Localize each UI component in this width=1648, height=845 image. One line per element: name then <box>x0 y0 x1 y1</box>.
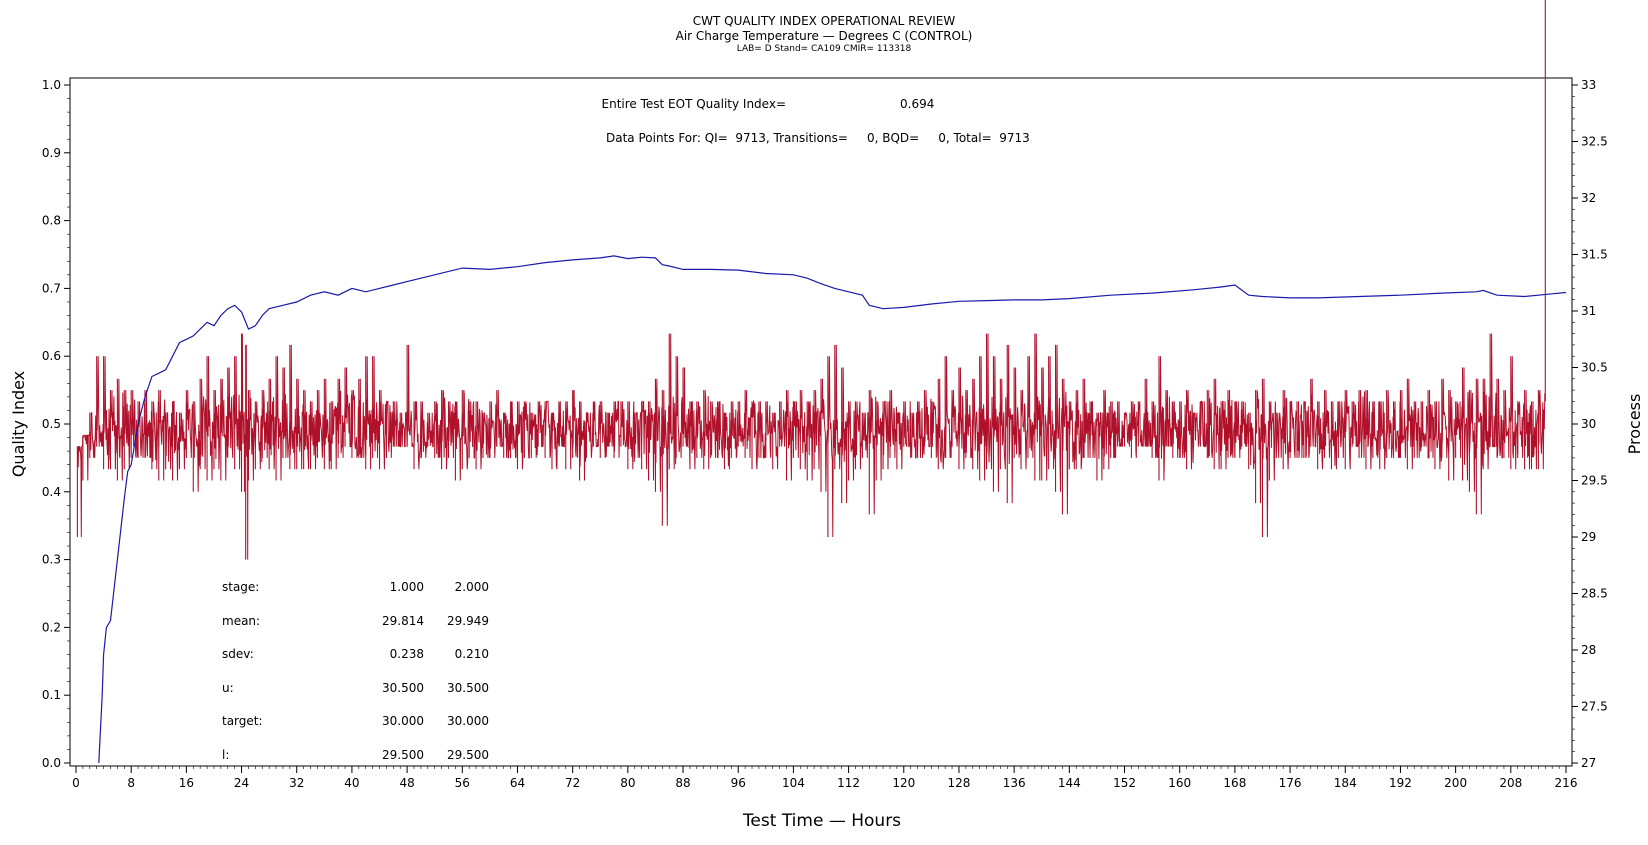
x-tick-label: 128 <box>948 776 971 790</box>
stats-table: stage: 1.000 2.000 mean: 29.814 29.949 sdev: 0.… <box>222 580 489 762</box>
y2-tick-label: 32 <box>1581 191 1596 205</box>
x-tick-label: 24 <box>234 776 249 790</box>
x-tick-label: 120 <box>892 776 915 790</box>
stats-stage1-value: 29.500 <box>382 748 424 762</box>
stats-stage2-value: 29.500 <box>447 748 489 762</box>
x-axis-label: Test Time — Hours <box>742 811 901 831</box>
stats-stage1-value: 29.814 <box>382 614 424 628</box>
y-axis-label: Quality Index <box>9 371 28 477</box>
y2-tick-label: 31 <box>1581 304 1596 318</box>
x-tick-label: 72 <box>565 776 580 790</box>
y2-tick-label: 33 <box>1581 78 1596 92</box>
y2-tick-label: 27 <box>1581 756 1596 770</box>
stats-stage2-value: 2.000 <box>455 580 489 594</box>
stats-row-label: sdev: <box>222 647 254 661</box>
chart-title: CWT QUALITY INDEX OPERATIONAL REVIEW <box>692 14 956 28</box>
annotation-layer: Entire Test EOT Quality Index= 0.694 Dat… <box>602 97 1030 145</box>
stats-stage1-value: 30.500 <box>382 681 424 695</box>
eot-qi-value: 0.694 <box>900 97 934 111</box>
y2-tick-label: 29.5 <box>1581 474 1608 488</box>
x-tick-label: 64 <box>510 776 525 790</box>
stats-row-label: mean: <box>222 614 260 628</box>
y2-tick-label: 30.5 <box>1581 361 1608 375</box>
y2-tick-label: 28 <box>1581 643 1596 657</box>
y-tick-label: 0.7 <box>42 281 61 295</box>
x-tick-label: 56 <box>455 776 470 790</box>
stats-row-label: l: <box>222 748 229 762</box>
y-tick-label: 0.5 <box>42 417 61 431</box>
quality-index-series-line <box>98 255 1567 764</box>
x-tick-label: 0 <box>72 776 80 790</box>
x-tick-label: 152 <box>1113 776 1136 790</box>
x-tick-label: 208 <box>1499 776 1522 790</box>
x-tick-label: 136 <box>1003 776 1026 790</box>
stats-row-label: u: <box>222 681 234 695</box>
x-tick-label: 200 <box>1444 776 1467 790</box>
stats-row-label: target: <box>222 714 263 728</box>
stats-stage2-value: 29.949 <box>447 614 489 628</box>
y-tick-label: 0.0 <box>42 756 61 770</box>
y2-tick-label: 29 <box>1581 530 1596 544</box>
x-tick-label: 216 <box>1555 776 1578 790</box>
y-tick-label: 0.4 <box>42 485 61 499</box>
x-tick-label: 112 <box>837 776 860 790</box>
x-tick-label: 144 <box>1058 776 1081 790</box>
chart-test-info: LAB= D Stand= CA109 CMIR= 113318 <box>736 44 912 54</box>
data-points-summary: Data Points For: QI= 9713, Transitions= … <box>606 131 1030 145</box>
stats-row-label: stage: <box>222 580 259 594</box>
x-tick-label: 192 <box>1389 776 1412 790</box>
process-layer <box>76 0 1546 560</box>
x-tick-label: 80 <box>620 776 635 790</box>
x-tick-label: 184 <box>1334 776 1357 790</box>
x-tick-label: 8 <box>127 776 135 790</box>
x-tick-label: 32 <box>289 776 304 790</box>
eot-qi-label: Entire Test EOT Quality Index= <box>602 97 787 111</box>
x-tick-label: 104 <box>782 776 805 790</box>
y2-axis-label: Process <box>1625 394 1644 455</box>
y2-tick-label: 32.5 <box>1581 135 1608 149</box>
x-tick-label: 48 <box>399 776 414 790</box>
y-tick-label: 0.9 <box>42 146 61 160</box>
stats-stage2-value: 30.000 <box>447 714 489 728</box>
y-tick-label: 0.2 <box>42 620 61 634</box>
chart-subtitle: Air Charge Temperature — Degrees C (CONT… <box>675 29 973 43</box>
y2-tick-label: 28.5 <box>1581 587 1608 601</box>
x-tick-label: 168 <box>1223 776 1246 790</box>
y-tick-label: 0.6 <box>42 349 61 363</box>
axes-layer: 0 8 16 24 32 40 48 56 64 72 80 88 96 104 112 120 128 136 1… <box>42 77 1608 790</box>
y2-tick-label: 30 <box>1581 417 1596 431</box>
x-tick-label: 88 <box>675 776 690 790</box>
stats-stage1-value: 1.000 <box>390 580 424 594</box>
x-tick-label: 40 <box>344 776 359 790</box>
x-tick-label: 160 <box>1168 776 1191 790</box>
y-tick-label: 0.8 <box>42 214 61 228</box>
quality-index-layer <box>98 255 1567 764</box>
y2-tick-label: 27.5 <box>1581 700 1608 714</box>
y-tick-label: 0.1 <box>42 688 61 702</box>
y2-tick-label: 31.5 <box>1581 248 1608 262</box>
x-tick-label: 176 <box>1279 776 1302 790</box>
stats-stage2-value: 0.210 <box>455 647 489 661</box>
stats-stage2-value: 30.500 <box>447 681 489 695</box>
x-tick-label: 96 <box>731 776 746 790</box>
stats-stage1-value: 0.238 <box>390 647 424 661</box>
stats-stage1-value: 30.000 <box>382 714 424 728</box>
y-tick-label: 1.0 <box>42 78 61 92</box>
y-tick-label: 0.3 <box>42 553 61 567</box>
x-tick-label: 16 <box>179 776 194 790</box>
